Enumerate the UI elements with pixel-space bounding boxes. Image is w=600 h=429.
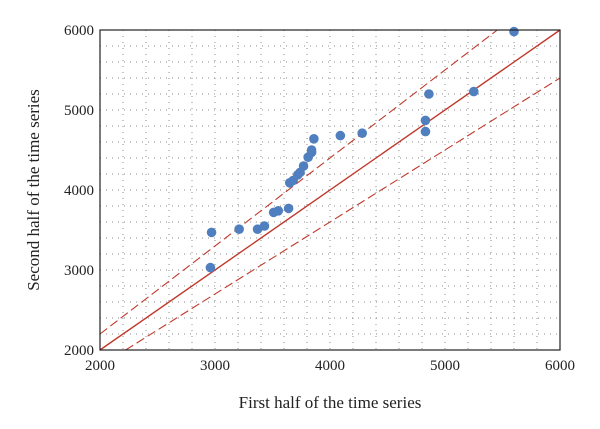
data-point <box>259 221 270 231</box>
data-points <box>205 26 519 273</box>
data-point <box>468 86 479 97</box>
x-tick-label: 4000 <box>315 358 345 374</box>
y-tick-label: 2000 <box>64 343 94 359</box>
x-axis-title: First half of the time series <box>239 393 422 412</box>
y-tick-label: 5000 <box>64 103 94 119</box>
data-point <box>420 126 431 137</box>
y-tick-label: 3000 <box>64 263 94 279</box>
band-line-2 <box>125 77 561 351</box>
y-tick-label: 6000 <box>64 23 94 39</box>
data-point <box>206 227 217 238</box>
data-point <box>205 262 216 273</box>
data-point <box>424 89 434 99</box>
y-tick-label: 4000 <box>64 183 94 199</box>
data-point <box>273 206 284 216</box>
data-point <box>509 26 519 37</box>
identity-line <box>99 29 561 351</box>
data-point <box>357 128 368 138</box>
plot-frame <box>99 29 561 351</box>
data-point <box>335 130 346 141</box>
data-point <box>298 161 309 171</box>
x-tick-label: 2000 <box>85 358 115 374</box>
band-line-1 <box>99 29 498 335</box>
data-point <box>420 115 431 126</box>
x-tick-label: 6000 <box>545 358 575 374</box>
data-point <box>234 224 244 234</box>
y-tick-labels: 2000 3000 4000 5000 6000 <box>64 23 94 359</box>
data-point <box>309 134 319 144</box>
y-axis-title: Second half of the time series <box>24 89 43 291</box>
reference-lines <box>99 29 561 351</box>
x-tick-label: 5000 <box>430 358 460 374</box>
x-tick-labels: 2000 3000 4000 5000 6000 <box>85 358 575 374</box>
x-tick-label: 3000 <box>200 358 230 374</box>
data-point <box>306 145 317 155</box>
data-point <box>283 203 294 214</box>
